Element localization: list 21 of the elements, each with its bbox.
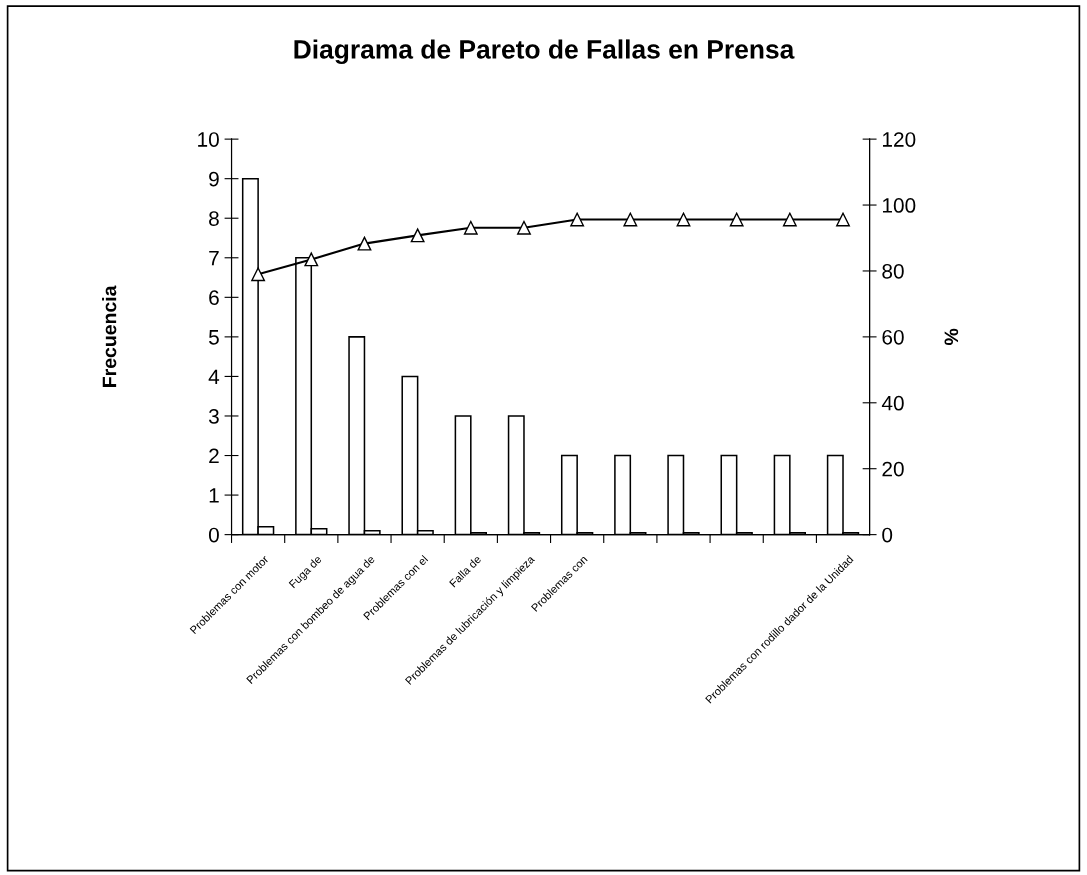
y2-tick-label: 120: [882, 132, 916, 147]
y-tick-label: 4: [208, 369, 220, 384]
y2-tick-label: 20: [882, 461, 904, 477]
y2-tick-label: 0: [882, 527, 893, 543]
y-tick-label: 1: [209, 488, 219, 503]
y2-tick-label: 80: [882, 263, 904, 279]
y2-axis-title: %: [944, 328, 959, 346]
y-tick-label: 10: [198, 132, 219, 147]
y-tick-label: 9: [209, 171, 219, 187]
y-tick-label: 0: [208, 527, 219, 543]
y-axis-title: Frecuencia: [102, 285, 117, 387]
y-tick-label: 5: [208, 330, 219, 345]
y-tick-label: 7: [209, 250, 219, 266]
y2-tick-label: 100: [882, 198, 916, 213]
y-tick-label: 3: [208, 408, 219, 424]
chart-title: Diagrama de Pareto de Fallas en Prensa: [294, 39, 795, 65]
y-tick-label: 6: [209, 290, 219, 306]
y-tick-label: 8: [209, 211, 219, 226]
y2-tick-label: 40: [881, 395, 904, 411]
y-tick-label: 2: [209, 448, 219, 464]
y2-tick-label: 60: [882, 329, 904, 345]
